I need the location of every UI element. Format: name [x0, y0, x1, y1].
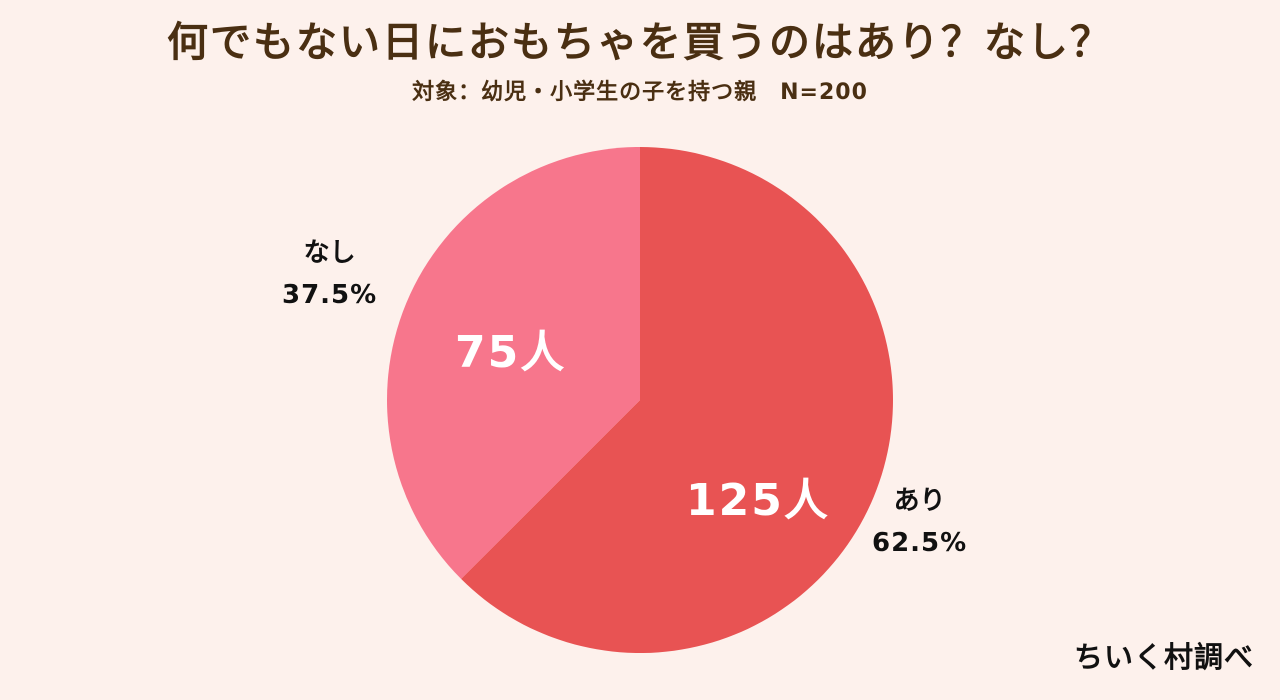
slice-outer-label-nashi: なし 37.5%: [282, 232, 377, 316]
slice-name-ari: あり: [893, 486, 946, 516]
chart-title: 何でもない日におもちゃを買うのはあり？なし？: [167, 18, 1113, 66]
pie-slice-ari: [461, 147, 893, 653]
slice-value-label-ari: 125人: [686, 475, 830, 526]
slice-name-nashi: なし: [303, 238, 356, 268]
chart-subtitle: 対象：幼児・小学生の子を持つ親 N=200: [412, 80, 868, 105]
slice-percent-nashi: 37.5%: [282, 280, 378, 310]
source-credit: ちいく村調べ: [1073, 640, 1254, 674]
pie-slice-nashi: [386, 147, 640, 579]
slice-value-label-nashi: 75人: [455, 327, 567, 378]
slice-percent-ari: 62.5%: [872, 528, 968, 558]
slice-outer-label-ari: あり 62.5%: [872, 480, 967, 564]
pie-slices: [386, 147, 893, 653]
